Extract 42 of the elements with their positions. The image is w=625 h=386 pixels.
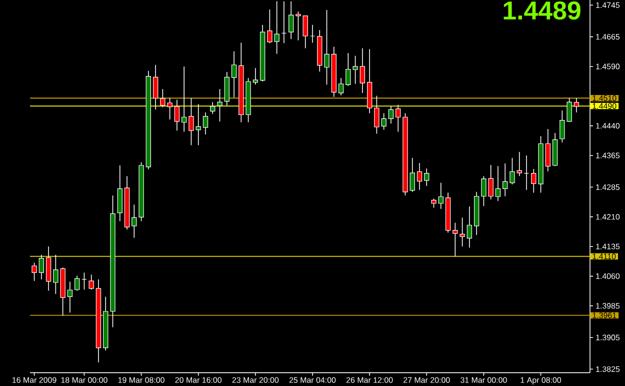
candlestick — [438, 182, 444, 210]
candlestick — [74, 275, 80, 292]
candlestick — [396, 104, 401, 132]
candlestick — [502, 163, 508, 197]
candlestick — [88, 274, 94, 290]
candlestick — [574, 98, 580, 113]
candlestick — [416, 162, 422, 190]
candlestick — [38, 254, 44, 280]
candlestick — [217, 88, 222, 122]
candlestick — [338, 78, 344, 96]
candlestick — [388, 106, 394, 124]
candlestick — [152, 64, 158, 110]
candlestick — [410, 157, 415, 192]
candlestick — [524, 155, 530, 190]
candlestick — [452, 222, 458, 257]
candlestick — [360, 48, 366, 94]
candlestick — [510, 157, 515, 185]
candlestick — [231, 51, 237, 98]
candlestick — [302, 15, 308, 49]
candlestick — [202, 112, 208, 135]
candlestick — [210, 102, 216, 114]
candlestick — [424, 168, 430, 186]
candlestick — [495, 166, 501, 202]
candlestick — [288, 0, 294, 40]
candlestick — [281, 0, 287, 44]
candlestick — [174, 99, 180, 131]
candlestick — [431, 198, 436, 208]
candlestick — [516, 152, 522, 176]
candlestick — [460, 217, 465, 247]
candlestick — [67, 281, 73, 313]
candlestick — [82, 272, 87, 290]
candlestick — [46, 246, 52, 292]
candlestick — [324, 9, 330, 86]
candlestick — [182, 66, 187, 132]
candlestick — [132, 204, 137, 238]
candlestick — [296, 11, 301, 41]
candlestick — [310, 24, 316, 44]
candlestick — [545, 128, 550, 172]
candlestick — [466, 206, 472, 248]
candlestick — [252, 68, 258, 86]
candlestick — [32, 262, 37, 282]
annotation: 1.4489 — [504, 1, 580, 20]
